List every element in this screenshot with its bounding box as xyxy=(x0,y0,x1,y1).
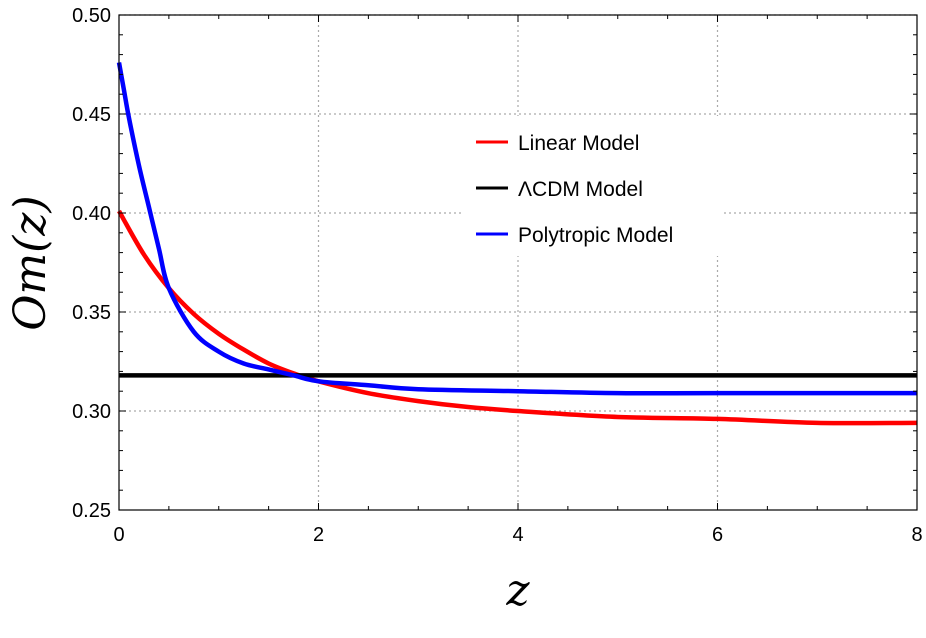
x-tick-label: 8 xyxy=(911,524,922,546)
x-axis-label: z xyxy=(505,565,530,616)
legend-label-lcdm: ΛCDM Model xyxy=(518,178,643,201)
y-tick-label: 0.30 xyxy=(72,401,111,423)
y-axis-label: Om(z) xyxy=(5,195,56,330)
y-tick-label: 0.45 xyxy=(72,104,111,126)
y-tick-label: 0.40 xyxy=(72,203,111,225)
grid xyxy=(119,14,917,510)
legend: Linear Model ΛCDM Model Polytropic Model xyxy=(462,116,722,256)
y-tick-label: 0.50 xyxy=(72,5,111,27)
legend-label-linear: Linear Model xyxy=(518,132,639,155)
series-lines xyxy=(116,62,918,426)
x-tick-label: 4 xyxy=(512,524,523,546)
series-line-linear-model xyxy=(117,209,918,426)
series-line-polytropic-model xyxy=(116,62,917,396)
y-tick-label: 0.25 xyxy=(72,500,111,522)
legend-label-polytropic: Polytropic Model xyxy=(518,224,673,247)
x-tick-label: 6 xyxy=(712,524,723,546)
x-tick-label: 2 xyxy=(313,524,324,546)
ticks xyxy=(118,14,918,511)
x-tick-label: 0 xyxy=(113,524,124,546)
y-tick-label: 0.35 xyxy=(72,302,111,324)
tick-labels: 0 2 4 6 8 0.25 0.30 0.35 0.40 0.45 0.50 xyxy=(72,5,923,546)
